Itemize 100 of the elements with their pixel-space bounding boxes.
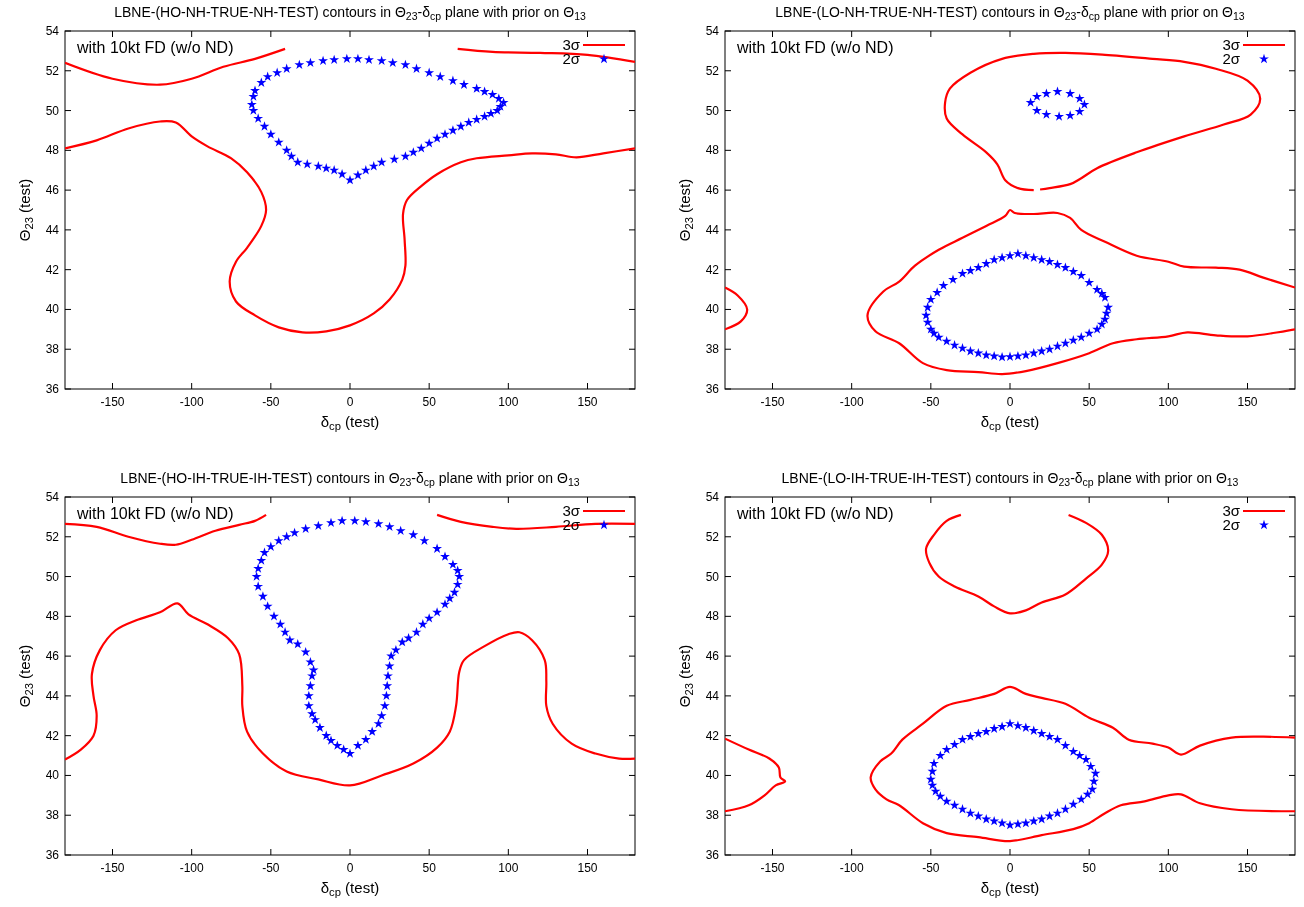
chart-title: LBNE-(HO-NH-TRUE-NH-TEST) contours in Θ$_{23}$-δ$_{cp}$ plane with prior on Θ$_{13}$ (114, 4, 587, 22)
point (927, 780, 938, 790)
point (360, 165, 371, 175)
point (1005, 718, 1015, 728)
point (253, 113, 264, 123)
x-tick-label: 150 (577, 395, 598, 409)
x-tick-label: 150 (1237, 861, 1258, 875)
y-tick-label: 48 (45, 609, 60, 624)
y-tick-label: 54 (705, 490, 720, 504)
point (286, 151, 297, 161)
x-axis-title: δ$_{cp}$ (test) (320, 413, 380, 432)
point (1013, 248, 1023, 258)
y-tick-label: 46 (45, 183, 60, 198)
point (1090, 768, 1101, 778)
point (965, 731, 976, 741)
y-tick-label: 44 (45, 222, 60, 237)
point (1036, 728, 1047, 738)
point (459, 79, 469, 89)
x-tick-label: 100 (498, 395, 519, 409)
point (1103, 302, 1114, 312)
point (448, 125, 458, 135)
y-tick-label: 54 (705, 24, 720, 38)
y-tick-label: 44 (45, 688, 60, 703)
point (1100, 314, 1110, 324)
point (498, 97, 509, 107)
x-tick-label: -50 (262, 861, 280, 875)
point (927, 766, 938, 776)
point (329, 165, 340, 175)
y-tick-label: 42 (705, 728, 720, 743)
point (1074, 106, 1085, 116)
point (949, 800, 960, 810)
point (321, 163, 332, 173)
x-tick-label: 50 (422, 395, 437, 409)
point (353, 53, 363, 64)
point (492, 105, 503, 115)
y-tick-label: 50 (705, 103, 720, 118)
point (1005, 250, 1015, 260)
point (957, 734, 968, 744)
y-tick-label: 46 (705, 649, 720, 664)
x-tick-label: -50 (922, 861, 940, 875)
point (1052, 341, 1063, 351)
point (1076, 332, 1087, 342)
point (455, 121, 466, 131)
point (1044, 811, 1055, 821)
point (292, 157, 303, 167)
point (250, 85, 260, 95)
y-tick-label: 42 (45, 728, 60, 743)
point (981, 814, 992, 824)
point (1101, 308, 1112, 318)
chart-title: LBNE-(LO-NH-TRUE-NH-TEST) contours in Θ$_{23}$-δ$_{cp}$ plane with prior on Θ$_{13}$ (775, 4, 1245, 22)
point (1052, 86, 1063, 96)
point (1082, 789, 1093, 799)
annotation: with 10kt FD (w/o ND) (736, 505, 894, 522)
point (256, 77, 267, 87)
line-series (725, 286, 749, 331)
point (922, 302, 933, 312)
point (922, 317, 933, 327)
point (973, 728, 984, 738)
x-tick-label: 150 (577, 861, 598, 875)
point (1079, 99, 1090, 109)
legend-label: 3σ (1222, 36, 1241, 53)
x-tick-label: 0 (346, 395, 354, 409)
y-tick-label: 44 (705, 222, 720, 237)
point (925, 774, 936, 784)
point (997, 721, 1007, 731)
line-series (869, 685, 1295, 843)
line-series (65, 120, 635, 334)
y-tick-label: 36 (45, 382, 60, 396)
y-tick-label: 46 (705, 183, 720, 198)
point (948, 274, 958, 284)
y-tick-label: 40 (705, 302, 720, 317)
x-tick-label: 100 (1158, 861, 1179, 875)
point (941, 744, 952, 754)
x-tick-label: -50 (922, 395, 940, 409)
point (1084, 328, 1095, 338)
point (935, 791, 946, 801)
point (949, 739, 960, 749)
y-tick-label: 54 (45, 490, 60, 504)
point (1032, 91, 1042, 101)
legend-label: 3σ (562, 36, 581, 53)
point (273, 137, 284, 147)
point (440, 129, 450, 139)
y-tick-label: 38 (45, 808, 60, 823)
point (424, 67, 435, 77)
point (1020, 250, 1031, 260)
point (329, 54, 340, 65)
point (1036, 254, 1047, 264)
point (1060, 262, 1071, 272)
point (416, 143, 427, 153)
y-tick-label: 46 (45, 649, 60, 664)
y-tick-label: 48 (705, 609, 720, 624)
x-tick-label: -50 (262, 395, 280, 409)
point (1013, 351, 1023, 361)
chart-title: LBNE-(HO-IH-TRUE-IH-TEST) contours in Θ$_{23}$-δ$_{cp}$ plane with prior on Θ$_{13}$ (120, 470, 580, 488)
line-series (866, 208, 1295, 376)
point (1041, 109, 1052, 119)
y-tick-label: 52 (45, 63, 60, 78)
point (1005, 351, 1015, 361)
point (1041, 88, 1052, 98)
point (448, 75, 458, 85)
